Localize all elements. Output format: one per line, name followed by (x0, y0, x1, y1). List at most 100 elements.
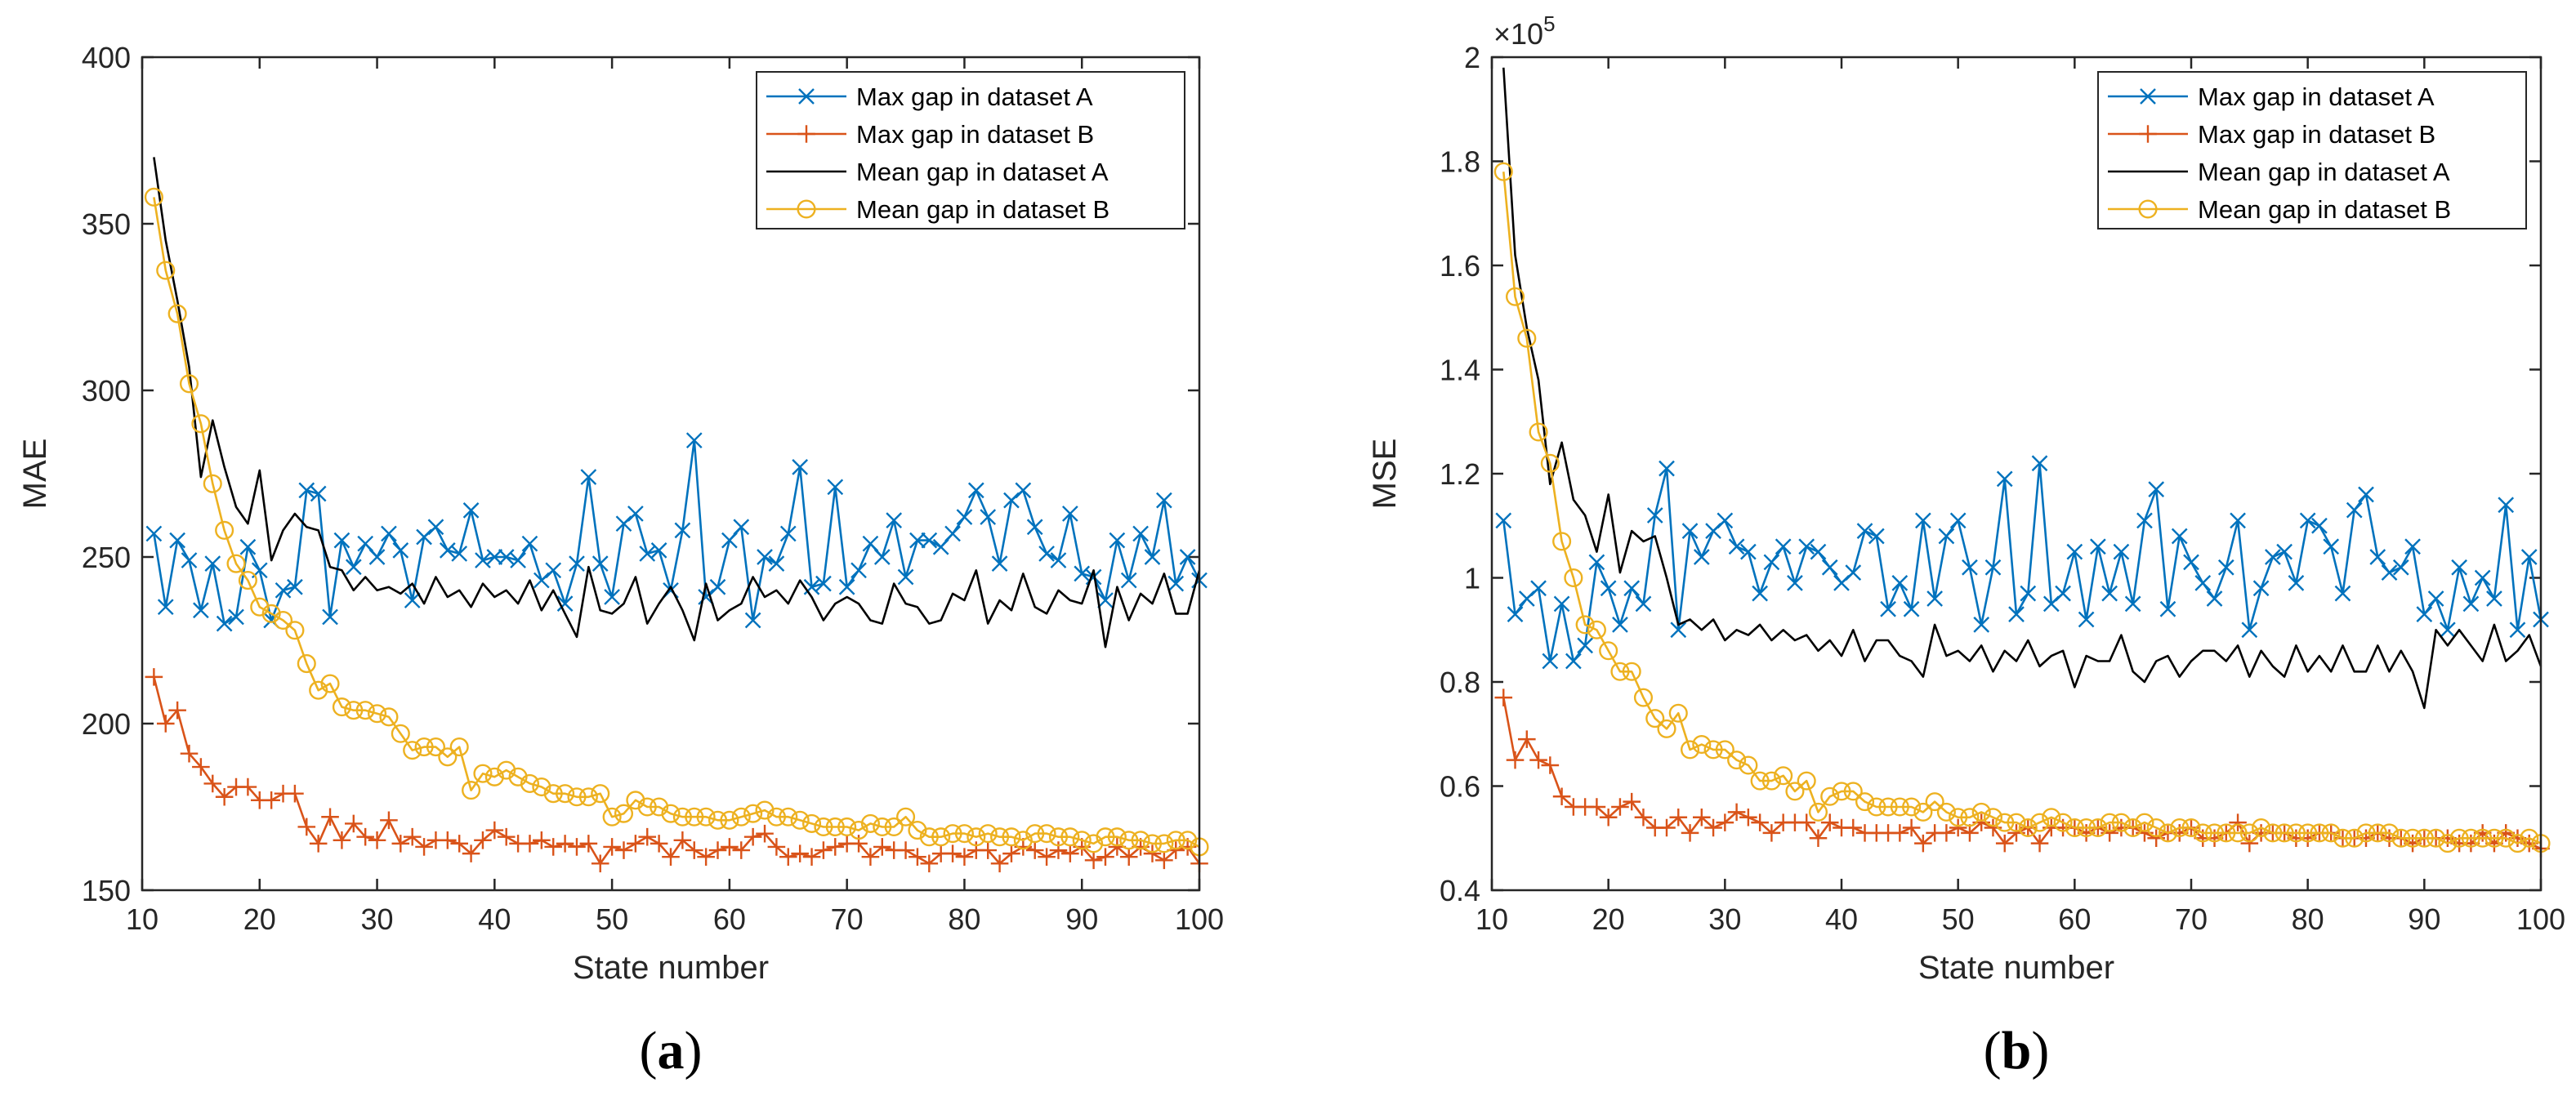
data-point-plus (1914, 834, 1932, 853)
data-point-circle (2321, 823, 2341, 843)
data-point-x (427, 519, 444, 536)
y-tick-labels-b: 0.4 0.6 0.8 1 1.2 1.4 1.6 1.8 2 (1440, 41, 1480, 907)
data-point-circle (614, 804, 634, 823)
data-point-x (1026, 519, 1043, 536)
data-point-x (498, 549, 515, 565)
data-point-circle (426, 737, 445, 757)
data-point-x (1810, 543, 1827, 560)
data-point-circle (2170, 818, 2190, 838)
data-point-x (1179, 549, 1196, 565)
data-point-x (1798, 538, 1815, 555)
data-point-x (2008, 606, 2025, 622)
data-point-circle (2029, 813, 2050, 832)
data-point-x (991, 555, 1008, 573)
chart-panel-b: 0.4 0.6 0.8 1 1.2 1.4 1.6 1.8 2 10 20 30 40 50 60 70 80… (1367, 11, 2565, 1080)
data-point-x (650, 541, 667, 559)
data-point-plus (345, 814, 363, 833)
data-point-x (2369, 549, 2386, 565)
data-point-plus (1084, 851, 1103, 870)
data-point-plus (1751, 813, 1769, 831)
data-point-circle (1715, 740, 1734, 760)
data-point-x (932, 538, 949, 555)
data-point-plus (1623, 792, 1641, 811)
data-point-x (1623, 580, 1641, 597)
data-point-plus (909, 848, 926, 866)
series-line (153, 197, 1200, 849)
data-point-circle (309, 680, 328, 700)
legend-item: Max gap in dataset A (766, 82, 1093, 111)
x-axis-label-b: State number (1918, 950, 2114, 986)
data-point-x (2206, 590, 2223, 607)
data-point-plus (568, 838, 586, 856)
series-max-gap-in-dataset-a (1495, 455, 2549, 670)
data-point-circle (403, 741, 422, 760)
data-point-x (2392, 559, 2409, 576)
y-tick-label: 1 (1464, 562, 1480, 595)
data-point-circle (591, 784, 610, 804)
x-tick-label: 100 (2516, 902, 2565, 936)
data-point-plus (2139, 125, 2157, 143)
y-tick-label: 1.4 (1440, 354, 1480, 387)
data-point-circle (1084, 834, 1104, 853)
x-tick-label: 40 (1825, 902, 1858, 936)
legend-label: Mean gap in dataset B (2198, 195, 2451, 224)
data-point-circle (556, 784, 575, 804)
data-point-plus (1119, 848, 1138, 866)
data-point-plus (1038, 848, 1056, 866)
data-point-circle (2520, 828, 2539, 848)
data-point-x (2416, 606, 2433, 622)
data-point-circle (1154, 834, 1174, 853)
data-point-circle (2077, 818, 2096, 838)
chart-panel-a: 150 200 250 300 350 400 10 20 30 40 50 60 70 80 90 100… (17, 41, 1224, 1080)
data-point-plus (462, 844, 480, 862)
legend-item: Max gap in dataset B (2108, 120, 2435, 149)
data-point-x (2066, 543, 2083, 560)
data-point-x (439, 541, 456, 559)
legend-item: Mean gap in dataset B (766, 195, 1109, 224)
data-point-circle (696, 807, 716, 827)
data-point-plus (556, 835, 574, 853)
data-point-plus (1820, 813, 1839, 831)
data-point-plus (544, 838, 563, 856)
data-point-x (2474, 569, 2491, 586)
data-point-x (486, 549, 503, 565)
data-point-circle (2263, 823, 2283, 843)
data-point-plus (1025, 841, 1044, 859)
data-point-x (615, 515, 632, 532)
data-point-x (1984, 559, 2002, 576)
data-point-circle (2461, 828, 2480, 848)
x-tick-label: 30 (361, 902, 394, 936)
data-point-x (1752, 585, 1768, 602)
data-point-x (757, 549, 773, 565)
data-point-circle (814, 817, 833, 837)
data-point-circle (2438, 834, 2458, 853)
data-point-circle (2181, 818, 2201, 838)
data-point-x (2159, 600, 2176, 617)
x-tick-label: 60 (2058, 902, 2091, 936)
data-point-circle (2042, 808, 2061, 827)
series-max-gap-in-dataset-a (145, 432, 1208, 632)
data-point-circle (355, 701, 375, 720)
data-point-circle (1037, 824, 1056, 844)
data-point-x (1015, 482, 1032, 499)
data-point-plus (380, 811, 398, 830)
data-point-circle (1971, 802, 1991, 822)
x-tick-label: 70 (2175, 902, 2208, 936)
data-point-x (2194, 575, 2212, 591)
data-point-plus (685, 841, 703, 859)
data-point-x (2381, 564, 2398, 581)
data-point-x (2334, 585, 2351, 602)
y-tick-label: 0.8 (1440, 666, 1480, 699)
data-point-plus (732, 841, 751, 859)
data-point-x (2451, 559, 2467, 576)
data-point-circle (896, 807, 916, 827)
data-point-x (580, 469, 597, 485)
data-point-plus (627, 835, 645, 853)
data-point-x (792, 458, 809, 475)
data-point-plus (286, 784, 304, 803)
data-point-x (2486, 590, 2502, 607)
legend-box (2097, 71, 2527, 229)
data-point-plus (802, 848, 821, 866)
data-point-circle (497, 760, 516, 780)
x-tick-labels-a: 10 20 30 40 50 60 70 80 90 100 (126, 902, 1224, 936)
